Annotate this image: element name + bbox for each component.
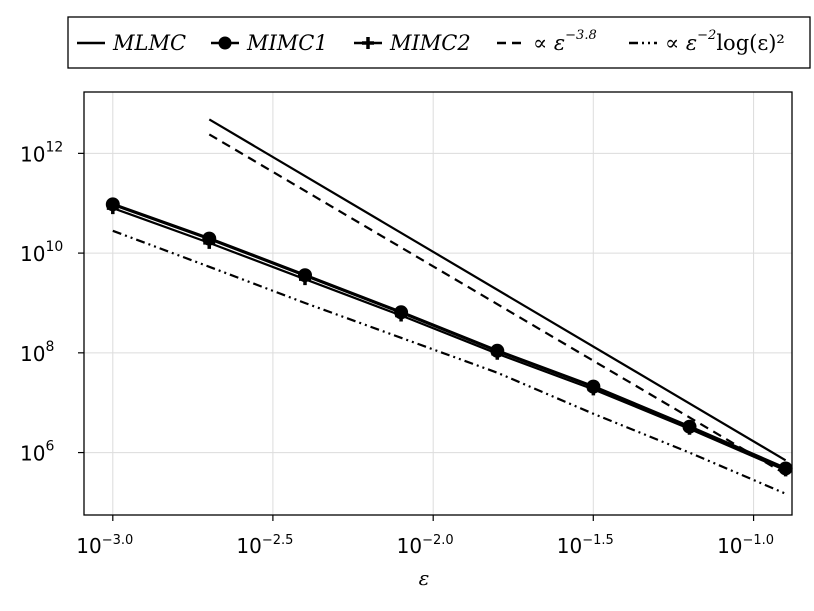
plot-frame	[83, 91, 793, 516]
series-line-4	[112, 229, 787, 495]
series-point	[395, 309, 408, 322]
x-tick-exponent: −1.0	[743, 533, 775, 548]
y-tick-label: 106	[20, 439, 54, 466]
legend-label-exponent: −3.8	[565, 28, 597, 43]
legend-swatch-marker	[362, 37, 374, 49]
legend: MLMC MIMC1 MIMC2 ∝ ε−3.8 ∝ ε−2log(ε)²	[67, 16, 811, 69]
legend-label: ∝ ε−2log(ε)²	[665, 28, 785, 55]
series-point	[587, 383, 600, 396]
series-line-2	[112, 207, 787, 472]
grid-lines	[84, 92, 792, 515]
axes: 10−3.0 10−2.5 10−2.0 10−1.5 10−1.01061081010…	[20, 139, 774, 558]
series-line-0	[208, 118, 787, 462]
y-tick-label: 1010	[20, 239, 63, 266]
x-tick-exponent: −2.0	[422, 533, 454, 548]
y-tick-exponent: 8	[45, 339, 54, 355]
x-tick-label: 10−2.5	[236, 533, 293, 558]
x-tick-label: 10−1.5	[557, 533, 614, 558]
y-tick-label: 108	[20, 339, 54, 366]
y-tick-exponent: 10	[45, 239, 63, 255]
legend-swatch-marker	[218, 36, 232, 50]
series-point	[683, 422, 696, 435]
y-tick-exponent: 6	[45, 439, 54, 455]
series-point	[779, 464, 792, 477]
legend-label: MIMC2	[389, 31, 471, 55]
x-tick-exponent: −3.0	[102, 533, 134, 548]
x-tick-exponent: −1.5	[582, 533, 614, 548]
series-point	[299, 273, 312, 286]
y-tick-exponent: 12	[45, 139, 63, 155]
series-point	[203, 236, 216, 249]
x-axis-label: ε	[419, 566, 430, 590]
x-tick-label: 10−2.0	[397, 533, 454, 558]
legend-label-tail: log(ε)²	[716, 31, 785, 55]
series-point	[106, 202, 119, 215]
series-line-1	[112, 202, 787, 470]
x-tick-label: 10−3.0	[76, 533, 133, 558]
legend-label: MIMC1	[246, 31, 328, 55]
legend-label: MLMC	[112, 31, 186, 55]
legend-box	[67, 16, 811, 69]
series-line-3	[208, 133, 787, 476]
y-tick-label: 1012	[20, 139, 63, 166]
series-point	[491, 347, 504, 360]
series-layer	[105, 118, 793, 495]
x-tick-label: 10−1.0	[717, 533, 774, 558]
legend-label-exponent: −2	[697, 28, 716, 43]
x-tick-exponent: −2.5	[262, 533, 294, 548]
